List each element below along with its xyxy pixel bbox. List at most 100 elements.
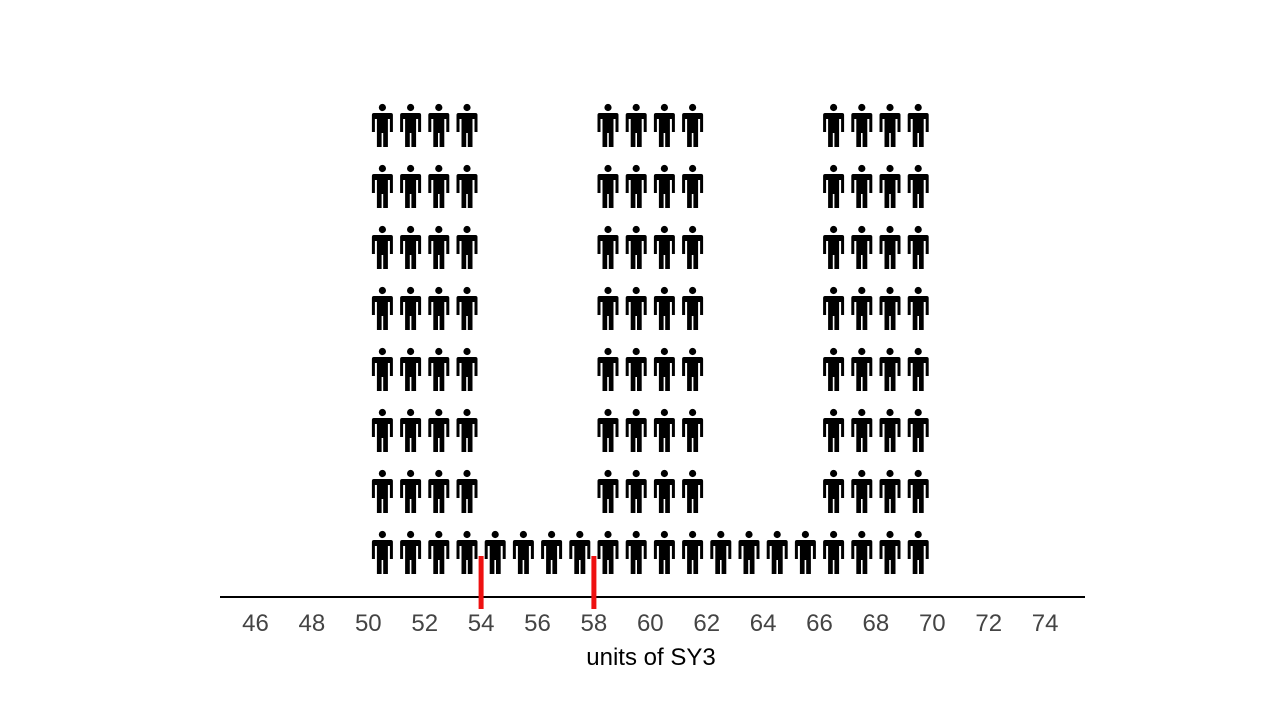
person-icon: [400, 530, 422, 574]
person-icon: [428, 164, 450, 208]
person-icon: [456, 469, 478, 513]
person-icon: [682, 164, 704, 208]
person-icon: [428, 347, 450, 391]
person-icon: [597, 347, 619, 391]
reference-marker: [478, 556, 484, 609]
person-icon: [625, 103, 647, 147]
person-icon: [371, 408, 393, 452]
person-icon: [371, 225, 393, 269]
x-tick-label: 74: [1032, 610, 1059, 637]
person-icon: [400, 225, 422, 269]
person-icon: [823, 347, 845, 391]
person-icon: [879, 408, 901, 452]
person-icon: [682, 286, 704, 330]
x-tick-label: 46: [242, 610, 269, 637]
person-icon: [653, 225, 675, 269]
person-icon: [851, 286, 873, 330]
person-icon: [823, 408, 845, 452]
person-icon: [823, 530, 845, 574]
person-icon: [428, 103, 450, 147]
person-icon: [653, 347, 675, 391]
person-icon: [851, 408, 873, 452]
person-icon: [512, 530, 534, 574]
person-icon: [653, 103, 675, 147]
person-icon: [400, 164, 422, 208]
person-icon: [456, 103, 478, 147]
person-icon: [907, 469, 929, 513]
x-tick-label: 50: [355, 610, 382, 637]
person-icon: [597, 469, 619, 513]
icons-layer: [371, 103, 929, 574]
person-icon: [823, 103, 845, 147]
person-icon: [907, 225, 929, 269]
person-icon: [851, 530, 873, 574]
person-icon: [682, 225, 704, 269]
person-icon: [456, 164, 478, 208]
person-icon: [625, 408, 647, 452]
person-icon: [371, 286, 393, 330]
person-icon: [879, 286, 901, 330]
reference-marker: [591, 556, 597, 609]
person-icon: [766, 530, 788, 574]
person-icon: [484, 530, 506, 574]
x-tick-label: 60: [637, 610, 664, 637]
person-icon: [907, 530, 929, 574]
person-icon: [625, 286, 647, 330]
person-icon: [879, 164, 901, 208]
person-icon: [879, 530, 901, 574]
person-icon: [879, 225, 901, 269]
x-tick-label: 52: [411, 610, 438, 637]
person-icon: [371, 530, 393, 574]
person-icon: [823, 469, 845, 513]
person-icon: [428, 530, 450, 574]
person-icon: [851, 469, 873, 513]
person-icon: [851, 347, 873, 391]
person-icon: [456, 225, 478, 269]
person-icon: [597, 286, 619, 330]
person-icon: [682, 103, 704, 147]
person-icon: [371, 347, 393, 391]
person-icon: [851, 103, 873, 147]
person-icon: [625, 347, 647, 391]
person-icon: [597, 408, 619, 452]
person-icon: [907, 164, 929, 208]
x-tick-label: 66: [806, 610, 833, 637]
person-icon: [400, 408, 422, 452]
person-icon: [851, 164, 873, 208]
person-icon: [400, 286, 422, 330]
person-icon: [400, 347, 422, 391]
person-icon: [625, 469, 647, 513]
x-axis-label: units of SY3: [586, 644, 715, 671]
person-icon: [682, 469, 704, 513]
person-icon: [625, 530, 647, 574]
person-icon: [682, 408, 704, 452]
person-icon: [541, 530, 563, 574]
person-icon: [597, 225, 619, 269]
person-icon: [456, 347, 478, 391]
x-tick-label: 56: [524, 610, 551, 637]
x-tick-label: 64: [750, 610, 777, 637]
person-icon: [907, 103, 929, 147]
person-icon: [456, 530, 478, 574]
person-icon: [907, 347, 929, 391]
person-icon: [794, 530, 816, 574]
person-icon: [907, 408, 929, 452]
person-icon: [823, 286, 845, 330]
person-icon: [597, 103, 619, 147]
x-tick-label: 48: [299, 610, 326, 637]
person-icon: [400, 103, 422, 147]
person-icon: [371, 164, 393, 208]
person-icon: [428, 408, 450, 452]
x-tick-label: 72: [975, 610, 1002, 637]
x-tick-label: 62: [693, 610, 720, 637]
person-icon: [625, 164, 647, 208]
person-icon: [879, 347, 901, 391]
person-icon: [682, 530, 704, 574]
person-icon: [625, 225, 647, 269]
person-icon: [879, 469, 901, 513]
person-icon: [823, 164, 845, 208]
person-icon: [400, 469, 422, 513]
x-tick-label: 54: [468, 610, 495, 637]
x-tick-labels: 46 48 50 52 54 56 58 60 62 64 66 68 70 72 74: [242, 610, 1058, 637]
